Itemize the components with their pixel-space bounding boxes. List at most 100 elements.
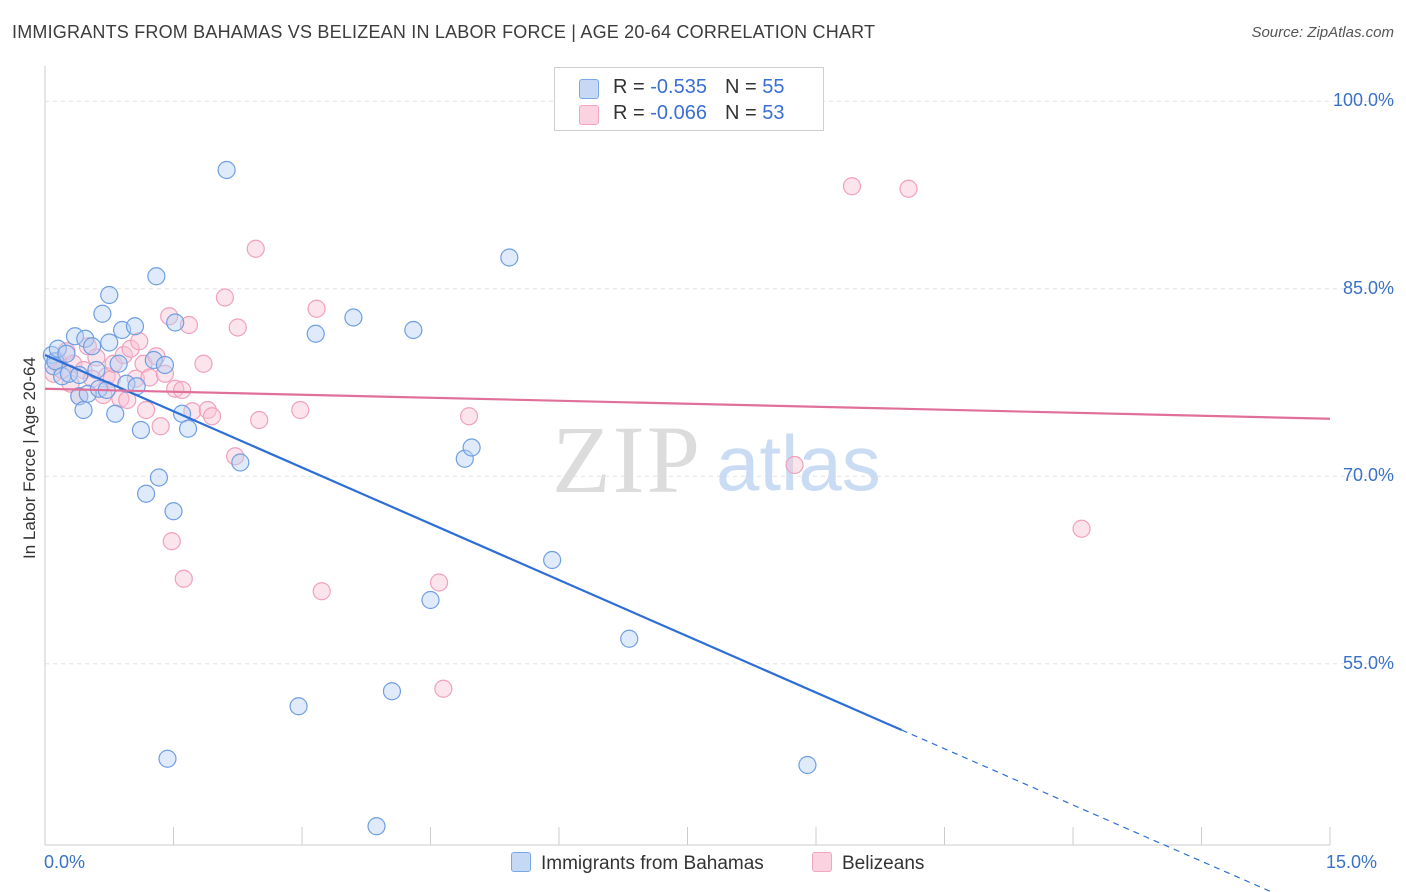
data-point	[57, 344, 76, 363]
data-point	[289, 697, 308, 716]
series-belizeans	[44, 177, 1091, 698]
data-point	[162, 532, 181, 551]
bottom-legend-bahamas: Immigrants from Bahamas	[511, 852, 764, 875]
data-point	[76, 329, 95, 348]
data-point	[217, 160, 236, 180]
data-point	[291, 400, 310, 420]
data-point	[151, 417, 170, 436]
data-point	[543, 550, 562, 570]
data-point	[899, 179, 918, 198]
y-tick-label: 70.0%	[1342, 465, 1394, 486]
trend-lines	[44, 353, 1331, 892]
data-point	[83, 337, 102, 356]
bottom-legend-swatch-bahamas	[511, 852, 531, 872]
data-point	[144, 350, 163, 370]
data-point	[155, 355, 175, 375]
legend-n-label: N =	[724, 102, 763, 124]
data-point	[344, 308, 363, 327]
axes	[44, 66, 1331, 846]
data-point	[166, 313, 185, 332]
bottom-legend-label-belizeans: Belizeans	[842, 853, 925, 874]
data-point	[1072, 519, 1091, 538]
data-point	[455, 449, 474, 468]
data-point	[434, 679, 453, 698]
data-point	[100, 333, 119, 352]
data-point	[231, 453, 250, 472]
legend-swatch-bahamas	[579, 79, 599, 99]
watermark-atlas: atlas	[716, 419, 881, 507]
legend-n-label: N =	[724, 76, 763, 98]
data-point	[106, 404, 125, 423]
bottom-legend-label-bahamas: Immigrants from Bahamas	[541, 853, 764, 874]
data-point	[178, 419, 198, 438]
data-point	[93, 304, 112, 323]
trend-line-bahamas-extension	[901, 729, 1274, 892]
x-tick-label-max: 15.0%	[1326, 852, 1378, 872]
data-point	[179, 315, 199, 335]
data-point	[126, 369, 145, 388]
trend-line-belizeans	[44, 387, 1331, 420]
data-point	[382, 682, 402, 701]
chart-title: IMMIGRANTS FROM BAHAMAS VS BELIZEAN IN L…	[12, 22, 876, 42]
legend-swatch-belizeans	[579, 105, 599, 125]
data-point	[114, 345, 133, 365]
data-point	[785, 455, 804, 475]
data-point	[87, 348, 106, 367]
data-point	[48, 339, 67, 358]
data-point	[246, 239, 265, 258]
data-point	[202, 407, 222, 426]
trend-line-bahamas	[44, 353, 903, 732]
data-point	[429, 573, 449, 592]
data-point	[798, 755, 817, 775]
data-point	[367, 817, 386, 836]
legend-row-bahamas: R = -0.535 N = 55	[555, 75, 823, 101]
data-point	[842, 177, 862, 196]
data-point	[147, 267, 166, 286]
data-point	[307, 299, 326, 318]
bottom-legend-belizeans: Belizeans	[812, 852, 924, 875]
data-point	[172, 380, 192, 400]
legend-n-value-belizeans: 53	[762, 102, 785, 124]
data-point	[215, 288, 234, 307]
data-point	[194, 354, 213, 373]
y-axis-label: In Labor Force | Age 20-64	[20, 357, 39, 559]
y-tick-label: 55.0%	[1342, 652, 1394, 673]
data-point	[149, 468, 169, 487]
data-point	[164, 502, 183, 521]
data-point	[125, 317, 145, 336]
data-point	[312, 582, 331, 601]
legend-r-label: R =	[613, 76, 651, 98]
data-point	[74, 400, 93, 420]
bottom-legend-swatch-belizeans	[812, 852, 832, 872]
legend-r-label: R =	[613, 102, 651, 124]
data-point	[421, 590, 440, 610]
data-point	[404, 320, 423, 340]
data-point	[250, 410, 269, 430]
gridlines	[45, 100, 1394, 665]
data-point	[130, 332, 149, 351]
data-point	[136, 400, 156, 420]
data-point	[500, 248, 519, 267]
x-tick-label-min: 0.0%	[44, 852, 86, 872]
data-point	[462, 438, 481, 457]
data-point	[306, 324, 325, 343]
source-label: Source: ZipAtlas.com	[1251, 24, 1394, 41]
data-point	[620, 629, 639, 648]
legend-r-value-bahamas: -0.535	[650, 76, 707, 98]
legend-n-value-bahamas: 55	[762, 76, 785, 98]
data-point	[140, 368, 159, 387]
data-point	[158, 749, 177, 768]
legend-r-value-belizeans: -0.066	[650, 102, 707, 124]
data-point	[109, 354, 128, 373]
data-point	[136, 484, 156, 503]
data-point	[228, 318, 247, 337]
legend-row-belizeans: R = -0.066 N = 53	[555, 101, 823, 127]
correlation-legend: R = -0.535 N = 55 R = -0.066 N = 53	[554, 67, 824, 131]
data-point	[174, 569, 193, 588]
data-point	[100, 285, 119, 305]
data-point	[166, 379, 185, 398]
y-tick-label: 85.0%	[1342, 277, 1394, 298]
data-point	[131, 420, 151, 440]
data-point	[459, 407, 479, 426]
